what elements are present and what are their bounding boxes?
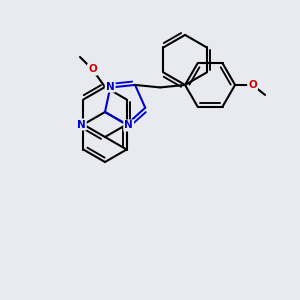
Text: O: O xyxy=(248,80,257,90)
Text: O: O xyxy=(88,64,97,74)
Text: N: N xyxy=(124,121,133,130)
Text: N: N xyxy=(77,119,86,130)
Text: N: N xyxy=(106,82,115,92)
